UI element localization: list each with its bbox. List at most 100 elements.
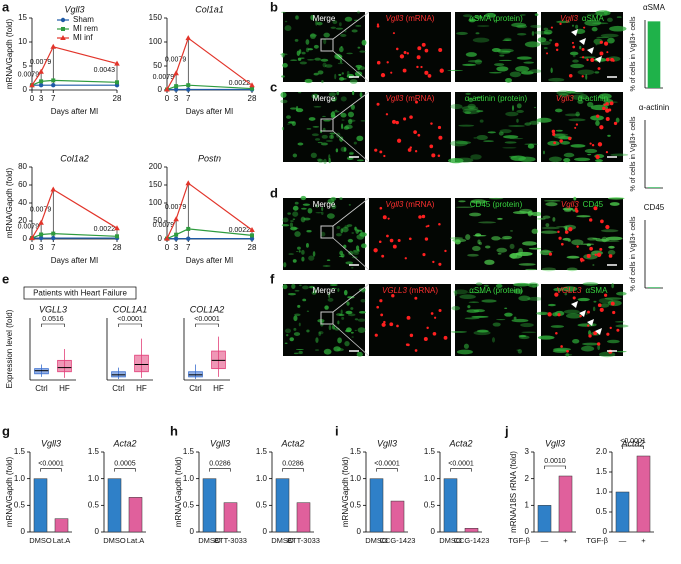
y-tick-label: 0.5 — [183, 500, 195, 509]
tissue-texture — [287, 123, 290, 125]
mrna-dot — [427, 224, 430, 228]
tissue-texture — [295, 348, 304, 351]
tissue-texture — [540, 230, 558, 234]
tissue-texture — [523, 61, 535, 64]
tissue-texture — [582, 342, 600, 346]
tissue-texture — [615, 117, 620, 123]
tissue-texture — [484, 245, 491, 249]
tissue-texture — [351, 267, 354, 269]
chart-title: CD45 — [644, 203, 665, 212]
tissue-texture — [504, 141, 517, 144]
mrna-dot — [432, 260, 435, 264]
mrna-dot — [421, 42, 426, 47]
micrograph-label: Vgll3 α-actinin — [556, 94, 608, 103]
mrna-dot — [597, 67, 601, 71]
tissue-texture — [592, 237, 601, 240]
mrna-dot — [552, 132, 556, 137]
tissue-texture — [474, 59, 482, 65]
y-tick-label: 50 — [153, 61, 162, 70]
bar — [615, 491, 630, 533]
zoom-line — [332, 323, 370, 357]
tissue-texture — [359, 232, 367, 237]
tissue-texture — [339, 197, 343, 201]
mrna-dot — [426, 326, 429, 330]
tissue-texture — [555, 129, 563, 132]
x-tick-label: 0 — [30, 243, 35, 252]
tissue-texture — [323, 32, 330, 38]
mrna-dot — [395, 120, 399, 125]
bar — [369, 478, 384, 533]
mrna-dot — [385, 113, 389, 116]
mrna-dot — [558, 236, 562, 240]
y-tick-label: 100 — [149, 37, 163, 46]
zoom-line — [332, 197, 370, 227]
tissue-texture — [566, 267, 578, 272]
significance-bracket — [376, 468, 398, 472]
mrna-dot — [397, 238, 401, 242]
point — [114, 225, 120, 231]
tissue-texture — [343, 147, 347, 152]
bar — [537, 505, 552, 533]
tissue-texture — [522, 241, 537, 246]
tissue-texture — [305, 39, 310, 45]
tissue-texture — [334, 109, 338, 112]
mrna-dot — [546, 52, 549, 55]
tissue-texture — [529, 120, 540, 125]
mrna-dot — [380, 313, 384, 317]
mrna-dot — [406, 315, 411, 320]
box — [211, 350, 226, 370]
tissue-texture — [524, 122, 532, 126]
bar — [647, 287, 661, 288]
mrna-dot — [438, 48, 443, 53]
p-value: 0.0079 — [153, 74, 175, 81]
y-tick-label: 200 — [149, 162, 163, 171]
tissue-texture — [595, 120, 600, 126]
mrna-dot — [574, 207, 578, 211]
panel-letter: i — [335, 423, 339, 438]
tissue-texture — [292, 205, 299, 211]
tissue-texture — [349, 79, 358, 84]
mrna-dot — [376, 60, 381, 65]
tissue-texture — [351, 232, 355, 234]
mrna-dot — [587, 310, 590, 314]
tissue-texture — [340, 96, 347, 102]
series-line — [31, 46, 118, 86]
tissue-texture — [515, 65, 530, 72]
mrna-dot — [599, 51, 604, 56]
mrna-dot — [425, 225, 428, 228]
y-tick-label: 0 — [603, 527, 608, 536]
legend-label: MI rem — [73, 24, 98, 33]
mrna-dot — [599, 125, 604, 130]
bar — [223, 502, 238, 533]
y-tick-label: 1.0 — [424, 474, 436, 483]
tissue-texture — [496, 247, 508, 253]
tissue-texture — [358, 311, 366, 314]
y-tick-label: 1.5 — [596, 467, 608, 476]
micrograph-label: Merge — [313, 14, 336, 23]
tissue-texture — [349, 152, 354, 155]
tissue-texture — [332, 20, 338, 25]
tissue-texture — [456, 349, 473, 355]
tissue-texture — [350, 331, 354, 334]
tissue-texture — [334, 327, 340, 331]
mrna-dot — [560, 345, 563, 348]
tissue-texture — [512, 210, 529, 215]
tissue-texture — [351, 90, 355, 96]
tissue-texture — [544, 200, 561, 202]
tissue-texture — [566, 255, 580, 259]
tissue-texture — [306, 128, 312, 130]
tissue-texture — [513, 288, 523, 294]
bar — [202, 478, 217, 533]
significance-bracket — [282, 468, 304, 472]
bar — [33, 478, 48, 533]
tissue-texture — [591, 26, 598, 32]
point — [186, 83, 191, 88]
tissue-texture — [509, 243, 515, 250]
tissue-texture — [341, 226, 349, 233]
mrna-dot — [395, 47, 399, 51]
point — [186, 87, 191, 92]
significance-bracket — [118, 323, 142, 327]
tissue-texture — [361, 243, 367, 249]
y-tick-label: 1.5 — [350, 447, 362, 456]
tissue-texture — [311, 291, 317, 295]
